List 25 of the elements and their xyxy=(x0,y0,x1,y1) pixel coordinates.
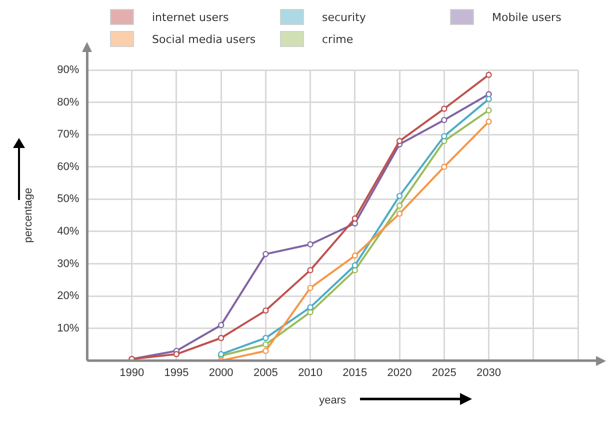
x-tick-label: 2030 xyxy=(476,367,502,380)
x-tick-label: 2015 xyxy=(342,367,368,380)
x-tick-label: 1995 xyxy=(164,367,189,380)
y-axis-title: percentage xyxy=(22,188,35,243)
x-tick-label: 2000 xyxy=(208,367,234,380)
y-tick-label: 30% xyxy=(57,258,80,270)
x-axis-title: years xyxy=(319,394,347,406)
y-tick-label: 80% xyxy=(57,96,80,108)
legend-label: internet users xyxy=(152,10,229,24)
x-tick-label: 1990 xyxy=(120,367,144,380)
legend-label: security xyxy=(322,10,366,24)
y-tick-label: 90% xyxy=(57,64,80,76)
x-tick-label: 2025 xyxy=(432,367,456,380)
y-tick-label: 60% xyxy=(57,160,80,173)
x-tick-label: 2005 xyxy=(253,367,278,380)
y-tick-label: 10% xyxy=(57,322,80,334)
legend-label: Mobile users xyxy=(492,10,562,24)
y-tick-label: 40% xyxy=(57,225,80,238)
legend-label: Social media users xyxy=(152,32,256,46)
legend-label: crime xyxy=(322,32,354,46)
y-tick-label: 20% xyxy=(57,290,80,302)
y-tick-label: 70% xyxy=(57,128,80,141)
x-tick-label: 2020 xyxy=(387,367,412,380)
x-tick-label: 2010 xyxy=(298,367,323,380)
y-tick-label: 50% xyxy=(57,193,80,206)
